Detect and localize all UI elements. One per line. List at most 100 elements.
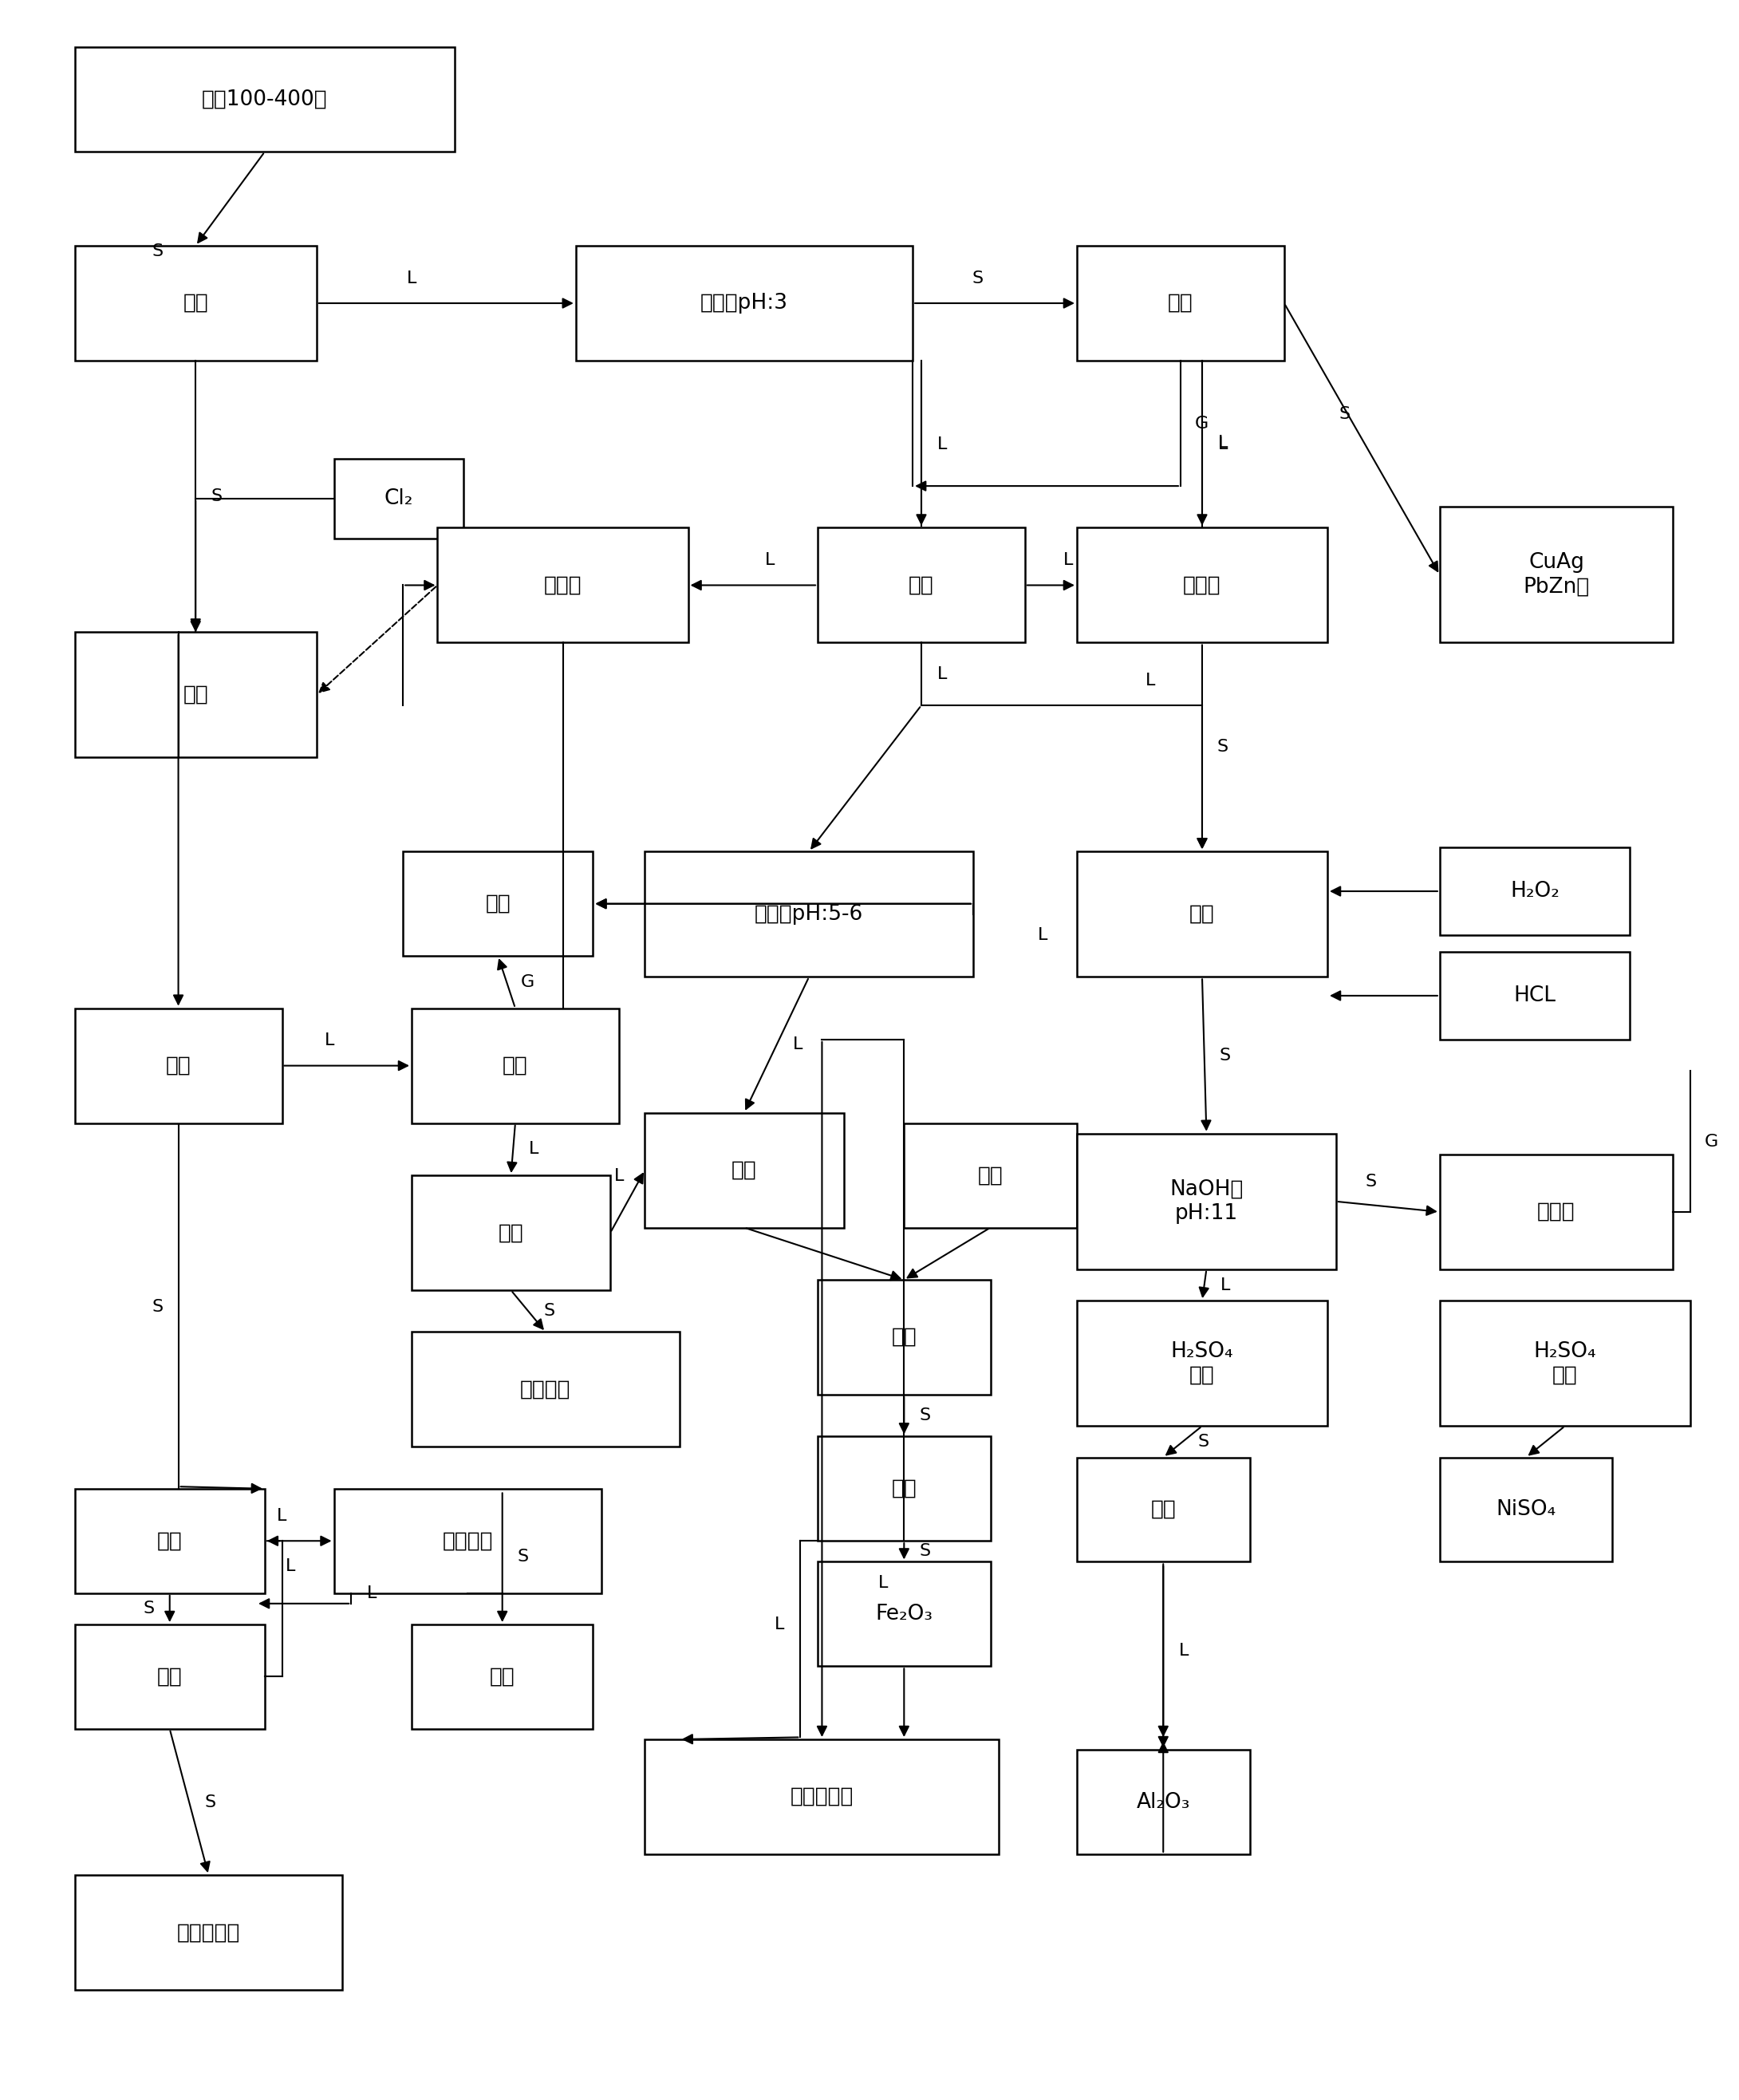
FancyBboxPatch shape (576, 246, 913, 361)
FancyBboxPatch shape (412, 1331, 680, 1447)
FancyBboxPatch shape (334, 1489, 602, 1594)
Text: 终浸: 终浸 (183, 685, 209, 706)
Text: 焙烧: 焙烧 (1151, 1499, 1176, 1520)
Text: HCL: HCL (1513, 985, 1556, 1006)
FancyBboxPatch shape (412, 1008, 619, 1124)
Text: L: L (1221, 1277, 1229, 1294)
FancyBboxPatch shape (817, 1279, 991, 1394)
Text: S: S (1339, 405, 1349, 422)
Text: 洗涤: 洗涤 (1169, 292, 1193, 313)
Text: 冷却结晶: 冷却结晶 (442, 1531, 494, 1552)
FancyBboxPatch shape (1440, 1300, 1690, 1426)
Text: S: S (543, 1304, 555, 1319)
Text: H₂SO₄
中和: H₂SO₄ 中和 (1170, 1342, 1233, 1386)
Text: S: S (151, 1300, 163, 1315)
FancyBboxPatch shape (412, 1625, 593, 1728)
Text: S: S (518, 1548, 529, 1564)
Text: 溶解: 溶解 (1189, 903, 1216, 924)
Text: L: L (765, 552, 776, 569)
FancyBboxPatch shape (645, 1739, 1000, 1854)
Text: S: S (1365, 1174, 1376, 1189)
FancyBboxPatch shape (1440, 848, 1629, 934)
Text: 硫化：pH:3: 硫化：pH:3 (701, 292, 788, 313)
Text: L: L (878, 1575, 889, 1590)
FancyBboxPatch shape (438, 527, 689, 643)
Text: S: S (151, 244, 163, 258)
Text: 油洗: 油洗 (157, 1531, 183, 1552)
FancyBboxPatch shape (1440, 506, 1673, 643)
FancyBboxPatch shape (1440, 951, 1629, 1040)
Text: 蒸发器: 蒸发器 (1183, 575, 1221, 596)
Text: L: L (367, 1586, 377, 1600)
Text: 交换: 交换 (909, 575, 934, 596)
FancyBboxPatch shape (817, 527, 1024, 643)
Text: L: L (529, 1140, 539, 1157)
Text: L: L (774, 1617, 784, 1632)
FancyBboxPatch shape (1440, 1155, 1673, 1268)
FancyBboxPatch shape (75, 632, 316, 758)
FancyBboxPatch shape (1076, 527, 1327, 643)
FancyBboxPatch shape (1076, 1457, 1250, 1562)
Text: 氨吸收: 氨吸收 (1537, 1201, 1576, 1222)
Text: NiSO₄: NiSO₄ (1496, 1499, 1556, 1520)
Text: L: L (1179, 1642, 1189, 1659)
Text: 解析液: 解析液 (544, 575, 583, 596)
Text: L: L (793, 1037, 802, 1052)
FancyBboxPatch shape (75, 1489, 264, 1594)
Text: 吸收: 吸收 (485, 892, 511, 913)
Text: S: S (1198, 1434, 1209, 1449)
Text: 空气: 空气 (977, 1166, 1003, 1186)
Text: L: L (1146, 672, 1155, 689)
Text: L: L (325, 1033, 334, 1048)
Text: S: S (972, 271, 983, 286)
Text: L: L (937, 437, 948, 452)
Text: S: S (143, 1600, 155, 1617)
Text: 硫化：pH:5-6: 硫化：pH:5-6 (755, 903, 863, 924)
Text: CuAg
PbZn粉: CuAg PbZn粉 (1523, 552, 1589, 596)
Text: H₂SO₄
溶解: H₂SO₄ 溶解 (1534, 1342, 1596, 1386)
FancyBboxPatch shape (645, 853, 974, 977)
Text: L: L (1038, 926, 1047, 943)
FancyBboxPatch shape (75, 1875, 343, 1991)
Text: S: S (210, 489, 223, 504)
Text: Fe₂O₃: Fe₂O₃ (875, 1604, 932, 1625)
FancyBboxPatch shape (1076, 853, 1327, 977)
FancyBboxPatch shape (1076, 1134, 1336, 1268)
Text: 硫磺: 硫磺 (490, 1665, 515, 1686)
FancyBboxPatch shape (817, 1562, 991, 1665)
Text: S: S (920, 1407, 930, 1424)
Text: 焙烧: 焙烧 (157, 1665, 183, 1686)
FancyBboxPatch shape (75, 1625, 264, 1728)
Text: G: G (1704, 1134, 1718, 1149)
Text: G: G (520, 974, 534, 989)
Text: 氨洗: 氨洗 (165, 1056, 191, 1075)
Text: L: L (1217, 437, 1228, 452)
Text: 贵金属回收: 贵金属回收 (177, 1922, 240, 1943)
FancyBboxPatch shape (1076, 246, 1283, 361)
Text: L: L (1063, 552, 1073, 569)
FancyBboxPatch shape (412, 1176, 610, 1289)
FancyBboxPatch shape (403, 853, 593, 955)
Text: Cl₂: Cl₂ (384, 487, 414, 508)
Text: 蒸氨: 蒸氨 (503, 1056, 529, 1075)
Text: S: S (1217, 739, 1228, 756)
Text: L: L (1217, 435, 1228, 452)
Text: L: L (937, 666, 948, 683)
Text: L: L (407, 271, 417, 286)
Text: L: L (277, 1508, 287, 1525)
Text: H₂O₂: H₂O₂ (1509, 880, 1560, 901)
Text: 预浸: 预浸 (183, 292, 209, 313)
FancyBboxPatch shape (334, 458, 463, 538)
Text: 四钼酸铵: 四钼酸铵 (520, 1380, 570, 1401)
Text: Al₂O₃: Al₂O₃ (1136, 1791, 1189, 1812)
Text: S: S (203, 1793, 216, 1810)
Text: 循环储备池: 循环储备池 (790, 1787, 854, 1808)
FancyBboxPatch shape (1440, 1457, 1612, 1562)
Text: G: G (1195, 416, 1209, 431)
FancyBboxPatch shape (645, 1113, 843, 1228)
Text: 混合: 混合 (732, 1159, 756, 1180)
FancyBboxPatch shape (1076, 1300, 1327, 1426)
Text: 矿粉100-400目: 矿粉100-400目 (202, 88, 327, 109)
Text: 氧化: 氧化 (892, 1327, 916, 1348)
FancyBboxPatch shape (75, 1008, 282, 1124)
